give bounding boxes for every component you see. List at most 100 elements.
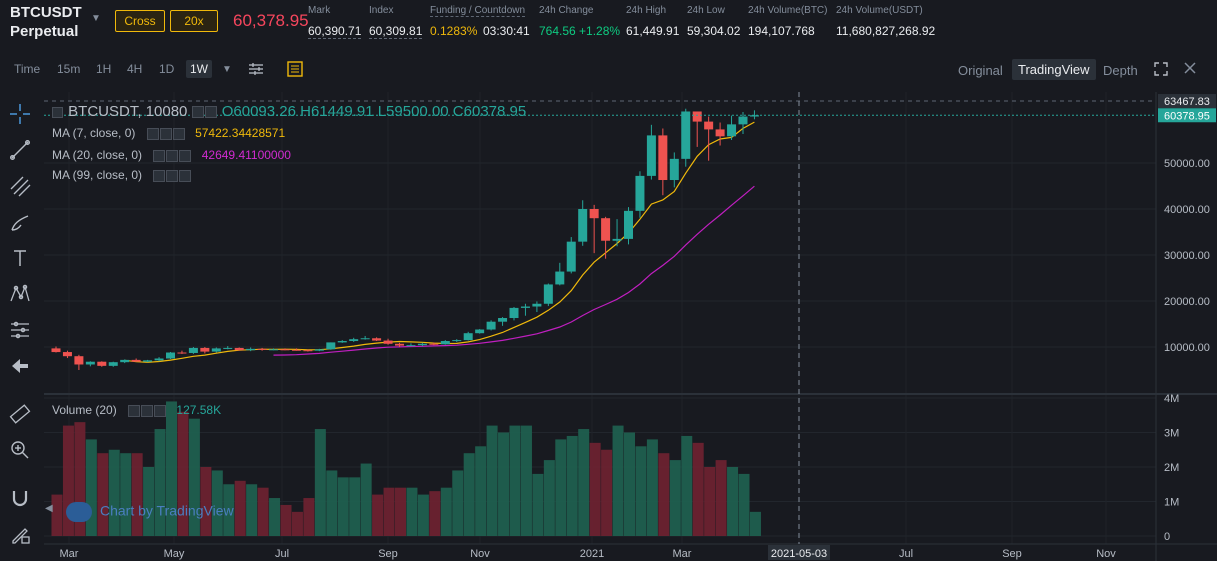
volume-bar xyxy=(120,453,132,536)
fib-channel-icon[interactable] xyxy=(6,172,34,200)
candle-body xyxy=(681,111,691,159)
crosshair-date-box xyxy=(768,545,830,560)
settings-icon[interactable] xyxy=(159,127,172,140)
volume-tick-label: 4M xyxy=(1164,393,1179,405)
volume-bar xyxy=(349,477,361,536)
volume-bar xyxy=(97,453,109,536)
high-price-label: 63467.83 xyxy=(1164,96,1210,108)
remove-icon[interactable] xyxy=(154,404,167,417)
view-tradingview[interactable]: TradingView xyxy=(1012,59,1096,80)
contract-type[interactable]: Perpetual xyxy=(10,23,79,40)
magnet-icon[interactable] xyxy=(6,484,34,512)
leverage-button[interactable]: 20x xyxy=(170,10,218,32)
tradingview-watermark[interactable]: Chart by TradingView xyxy=(66,502,234,522)
remove-icon[interactable] xyxy=(172,127,185,140)
remove-icon[interactable] xyxy=(179,169,192,182)
close-icon[interactable] xyxy=(1183,61,1197,80)
eye-icon[interactable] xyxy=(153,169,166,182)
eye-icon[interactable] xyxy=(146,127,159,140)
volume-bar xyxy=(715,460,727,536)
candle-body xyxy=(486,321,496,330)
symbol-name[interactable]: BTCUSDT xyxy=(10,4,82,21)
interval-1h[interactable]: 1H xyxy=(96,62,112,76)
eye-icon[interactable] xyxy=(153,149,166,162)
text-icon[interactable] xyxy=(6,244,34,272)
indicator-settings-icon[interactable] xyxy=(246,60,266,83)
stat-label-funding: Funding / Countdown xyxy=(430,5,526,17)
ma20-line xyxy=(273,185,755,356)
ruler-icon[interactable] xyxy=(6,400,34,428)
collapse-icon[interactable] xyxy=(52,106,63,118)
price-tick-label: 10000.00 xyxy=(1164,342,1210,354)
lock-drawing-icon[interactable] xyxy=(6,520,34,548)
crosshair-date-label: 2021-05-03 xyxy=(771,548,827,560)
volume-bar xyxy=(74,422,86,536)
settings-icon[interactable] xyxy=(204,106,217,119)
ma20-legend: MA (20, close, 0) 42649.41100000 xyxy=(52,148,291,162)
candle-body xyxy=(74,356,84,365)
candlestick-chart[interactable]: 10000.00 20000.00 30000.00 40000.00 50000.00… xyxy=(44,92,1217,561)
volume-bar xyxy=(681,435,693,536)
fullscreen-icon[interactable] xyxy=(1153,61,1169,82)
settings-icon[interactable] xyxy=(166,149,179,162)
candle-body xyxy=(452,340,462,342)
volume-bar xyxy=(543,460,555,536)
price-chart[interactable]: 10000.00 20000.00 30000.00 40000.00 50000.00… xyxy=(44,92,1217,561)
stat-label-change: 24h Change xyxy=(539,5,594,16)
candle-body xyxy=(624,210,633,239)
interval-15m[interactable]: 15m xyxy=(57,62,81,76)
pattern-icon[interactable] xyxy=(6,280,34,308)
measure-icon[interactable] xyxy=(6,316,34,344)
brush-icon[interactable] xyxy=(6,208,34,236)
candle-body xyxy=(589,209,599,219)
margin-mode-button[interactable]: Cross xyxy=(115,10,165,32)
volume-bar xyxy=(383,487,395,536)
back-arrow-icon[interactable] xyxy=(6,352,34,380)
view-depth[interactable]: Depth xyxy=(1103,63,1138,78)
trend-line-icon[interactable] xyxy=(6,136,34,164)
volume-bar xyxy=(291,511,303,536)
remove-icon[interactable] xyxy=(179,149,192,162)
volume-bar xyxy=(303,498,315,536)
volume-bar xyxy=(200,467,212,536)
drawing-toolbar xyxy=(0,96,40,561)
volume-tick-label: 1M xyxy=(1164,497,1179,509)
interval-4h[interactable]: 4H xyxy=(127,62,143,76)
volume-bar xyxy=(738,473,750,536)
interval-dropdown-icon[interactable]: ▼ xyxy=(222,64,232,75)
volume-bar xyxy=(578,429,590,536)
candle-body xyxy=(291,349,301,351)
candle-body xyxy=(108,362,118,366)
interval-1w[interactable]: 1W xyxy=(186,60,212,78)
ma20-value: 42649.41100000 xyxy=(201,148,291,162)
candle-body xyxy=(566,241,576,272)
candle-body xyxy=(372,338,382,341)
volume-bar xyxy=(257,487,269,536)
eye-icon[interactable] xyxy=(191,106,204,119)
interval-time[interactable]: Time xyxy=(14,62,41,76)
price-tick-label: 30000.00 xyxy=(1164,250,1210,262)
volume-bar xyxy=(326,470,338,536)
eye-icon[interactable] xyxy=(128,404,141,417)
interval-1d[interactable]: 1D xyxy=(159,62,175,76)
ohlc-high: H61449.91 xyxy=(300,103,374,120)
candle-body xyxy=(166,352,175,359)
candle-body xyxy=(200,347,210,352)
candle-body xyxy=(646,135,656,176)
candle-body xyxy=(658,135,668,181)
volume-bar xyxy=(269,498,281,536)
candle-body xyxy=(406,345,416,347)
template-icon[interactable] xyxy=(285,59,305,84)
zoom-in-icon[interactable] xyxy=(6,436,34,464)
volume-bar xyxy=(463,453,475,536)
volume-legend: Volume (20) 127.58K xyxy=(52,403,221,417)
time-tick-label: Sep xyxy=(378,548,398,560)
settings-icon[interactable] xyxy=(166,169,179,182)
settings-icon[interactable] xyxy=(141,404,154,417)
view-original[interactable]: Original xyxy=(958,63,1003,78)
crosshair-icon[interactable] xyxy=(6,100,34,128)
volume-bar xyxy=(211,470,223,536)
chevron-down-icon[interactable]: ▼ xyxy=(91,13,101,24)
volume-bar xyxy=(749,511,761,536)
volume-bar xyxy=(417,494,429,536)
